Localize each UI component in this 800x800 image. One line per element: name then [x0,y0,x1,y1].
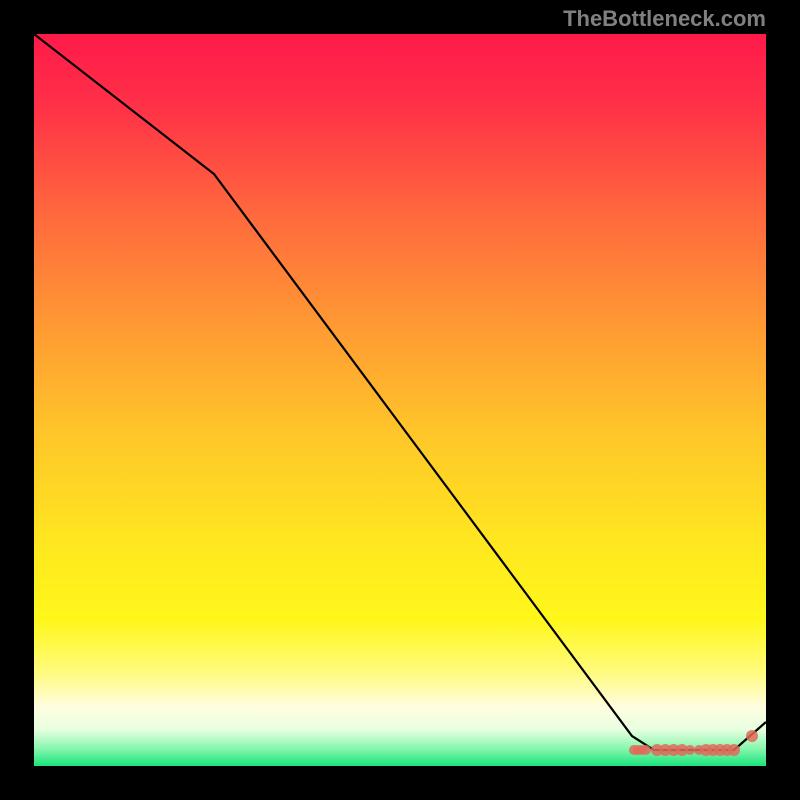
data-marker [728,744,740,756]
bottleneck-curve [34,34,766,750]
plot-area [34,34,766,766]
marker-group [629,730,758,756]
data-marker [685,745,695,755]
data-marker [746,730,758,742]
data-marker [641,745,651,755]
watermark-text: TheBottleneck.com [563,6,766,32]
chart-svg [34,34,766,766]
